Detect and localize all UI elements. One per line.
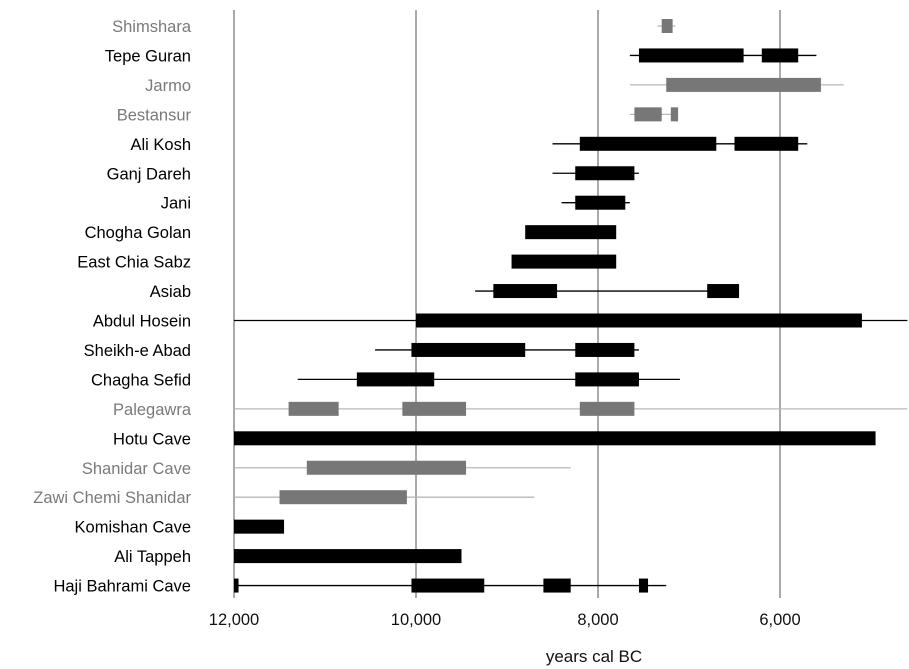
range-bar-haji-bahrami-cave-1 bbox=[411, 578, 485, 593]
range-bar-asiab-1 bbox=[707, 284, 740, 299]
x-tick-label-8000: 8,000 bbox=[577, 611, 618, 629]
site-label-shimshara: Shimshara bbox=[112, 18, 192, 36]
site-label-ali-tappeh: Ali Tappeh bbox=[114, 548, 191, 566]
range-bar-ali-kosh-0 bbox=[579, 136, 717, 151]
range-bar-jarmo-0 bbox=[666, 77, 821, 92]
range-bar-palegawra-0 bbox=[288, 401, 339, 416]
range-bar-komishan-cave-0 bbox=[234, 519, 285, 534]
site-label-jani: Jani bbox=[161, 195, 191, 213]
x-tick-label-10000: 10,000 bbox=[391, 611, 441, 629]
range-bar-tepe-guran-1 bbox=[761, 48, 799, 63]
range-bar-ali-kosh-1 bbox=[734, 136, 799, 151]
site-label-palegawra: Palegawra bbox=[113, 401, 192, 419]
site-label-chagha-sefid: Chagha Sefid bbox=[91, 371, 191, 389]
site-label-shanidar-cave: Shanidar Cave bbox=[82, 460, 191, 478]
site-label-sheikh-e-abad: Sheikh-e Abad bbox=[84, 342, 191, 360]
range-bar-palegawra-2 bbox=[579, 401, 635, 416]
site-label-chogha-golan: Chogha Golan bbox=[85, 224, 191, 242]
site-label-abdul-hosein: Abdul Hosein bbox=[93, 313, 191, 331]
site-label-ali-kosh: Ali Kosh bbox=[130, 136, 191, 154]
x-axis-title: years cal BC bbox=[546, 647, 642, 666]
site-label-jarmo: Jarmo bbox=[145, 77, 191, 95]
x-axis-ticks: 12,000 10,000 8,000 6,000 bbox=[209, 611, 801, 629]
range-bar-chogha-golan-0 bbox=[525, 225, 617, 240]
range-bar-sheikh-e-abad-1 bbox=[575, 342, 635, 357]
range-bar-abdul-hosein-0 bbox=[416, 313, 862, 328]
site-label-tepe-guran: Tepe Guran bbox=[105, 47, 191, 65]
range-bar-asiab-0 bbox=[493, 284, 558, 299]
range-bar-chagha-sefid-1 bbox=[575, 372, 639, 387]
site-label-hotu-cave: Hotu Cave bbox=[113, 430, 191, 448]
vertical-gridlines bbox=[233, 10, 781, 598]
range-bar-chagha-sefid-0 bbox=[356, 372, 435, 387]
range-bar-bestansur-1 bbox=[670, 107, 679, 122]
range-bar-haji-bahrami-cave-0 bbox=[234, 578, 239, 593]
site-label-asiab: Asiab bbox=[150, 283, 191, 301]
x-tick-label-12000: 12,000 bbox=[209, 611, 259, 629]
range-bar-tepe-guran-0 bbox=[638, 48, 744, 63]
range-bar-ganj-dareh-0 bbox=[575, 166, 635, 181]
site-label-bestansur: Bestansur bbox=[117, 106, 192, 124]
range-bar-palegawra-1 bbox=[402, 401, 467, 416]
range-bar-jani-0 bbox=[575, 195, 626, 210]
range-bar-sheikh-e-abad-0 bbox=[411, 342, 526, 357]
range-marks bbox=[234, 19, 908, 593]
site-labels: Shimshara Tepe Guran Jarmo Bestansur Ali Kos… bbox=[33, 18, 192, 596]
x-tick-label-6000: 6,000 bbox=[759, 611, 800, 629]
site-label-komishan-cave: Komishan Cave bbox=[75, 519, 191, 537]
range-bar-hotu-cave-0 bbox=[234, 431, 876, 446]
site-label-east-chia-sabz: East Chia Sabz bbox=[77, 254, 191, 272]
site-label-zawi-chemi-shanidar: Zawi Chemi Shanidar bbox=[33, 489, 191, 507]
range-bar-bestansur-0 bbox=[634, 107, 662, 122]
range-bar-ali-tappeh-0 bbox=[234, 549, 462, 564]
site-label-haji-bahrami-cave: Haji Bahrami Cave bbox=[53, 578, 191, 596]
site-label-ganj-dareh: Ganj Dareh bbox=[107, 165, 191, 183]
range-bar-shimshara-0 bbox=[661, 19, 673, 33]
range-bar-shanidar-cave-0 bbox=[306, 460, 467, 475]
range-bar-east-chia-sabz-0 bbox=[511, 254, 617, 269]
range-bar-zawi-chemi-shanidar-0 bbox=[279, 490, 407, 505]
range-bar-haji-bahrami-cave-2 bbox=[543, 578, 571, 593]
range-bar-haji-bahrami-cave-3 bbox=[638, 578, 649, 593]
